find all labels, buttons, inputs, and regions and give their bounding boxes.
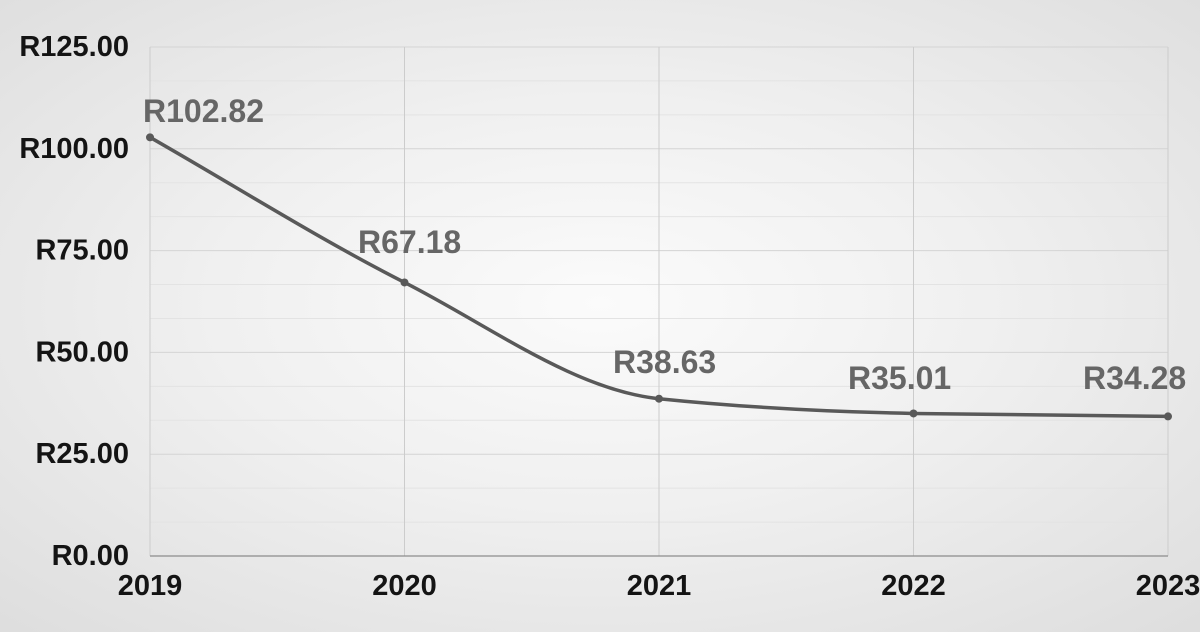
svg-text:R25.00: R25.00 xyxy=(35,438,129,470)
svg-text:R75.00: R75.00 xyxy=(35,235,129,267)
svg-text:R34.28: R34.28 xyxy=(1083,360,1186,396)
svg-text:R100.00: R100.00 xyxy=(19,133,129,165)
svg-text:R38.63: R38.63 xyxy=(613,344,716,380)
svg-text:R35.01: R35.01 xyxy=(848,360,951,396)
svg-text:2019: 2019 xyxy=(118,570,183,602)
svg-text:R0.00: R0.00 xyxy=(52,540,129,572)
svg-text:R102.82: R102.82 xyxy=(143,93,264,129)
svg-text:2023: 2023 xyxy=(1136,570,1200,602)
svg-text:R125.00: R125.00 xyxy=(19,31,129,63)
svg-text:2021: 2021 xyxy=(627,570,692,602)
svg-text:2022: 2022 xyxy=(881,570,946,602)
svg-text:R50.00: R50.00 xyxy=(35,336,129,368)
svg-text:2020: 2020 xyxy=(372,570,437,602)
svg-text:R67.18: R67.18 xyxy=(358,224,461,260)
